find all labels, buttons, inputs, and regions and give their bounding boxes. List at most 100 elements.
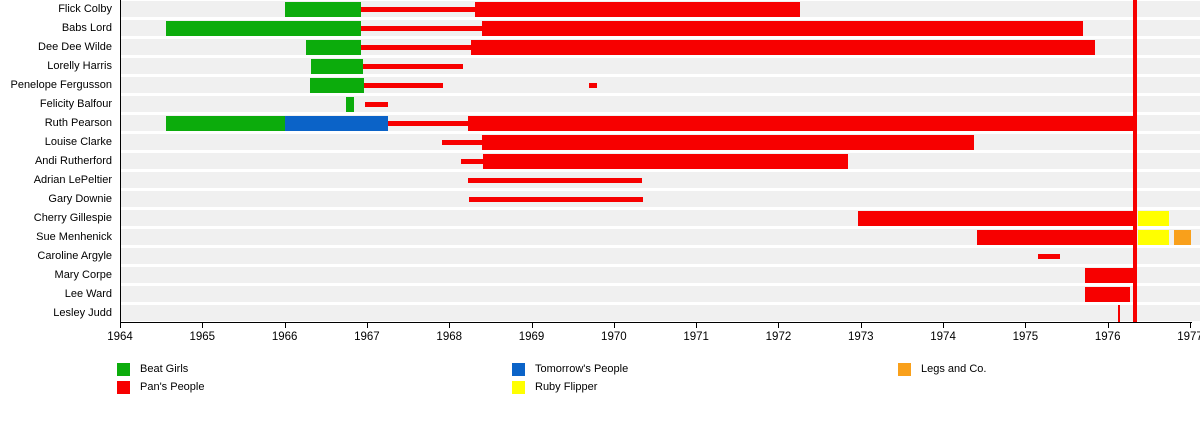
x-axis-tick-label: 1968 — [436, 331, 463, 343]
timeline-bar-beat_girls — [310, 58, 363, 74]
timeline-bar-pans_people — [441, 139, 483, 145]
x-axis-tick-label: 1970 — [601, 331, 627, 343]
row-label: Babs Lord — [61, 22, 112, 34]
timeline-bar-pans_people — [362, 63, 464, 69]
row-label: Mary Corpe — [54, 269, 112, 281]
legend-item-tomorrows-people: Tomorrow's People — [512, 361, 629, 377]
row-label: Ruth Pearson — [44, 117, 112, 129]
timeline-bar-pans_people — [363, 82, 443, 88]
x-axis-tick-label: 1974 — [930, 331, 956, 343]
legend-label: Legs and Co. — [921, 363, 987, 376]
timeline-bar-pans_people — [468, 177, 642, 183]
row-band — [120, 77, 1200, 93]
legend-item-beat-girls: Beat Girls — [117, 361, 189, 377]
timeline-bar-beat_girls — [284, 1, 362, 17]
x-axis-tick — [1190, 322, 1191, 328]
row-band — [120, 172, 1200, 188]
row-band — [120, 96, 1200, 112]
legend-label: Ruby Flipper — [535, 381, 598, 394]
x-axis-tick-label: 1972 — [765, 331, 792, 343]
x-axis-tick-label: 1969 — [518, 331, 545, 343]
row-label: Felicity Balfour — [39, 98, 112, 110]
timeline-bar-pans_people — [460, 158, 483, 164]
timeline-bar-pans_people — [482, 20, 1083, 36]
legend-label: Tomorrow's People — [535, 363, 629, 376]
row-band — [120, 229, 1200, 245]
x-axis-tick — [284, 322, 286, 328]
x-axis-tick-label: 1964 — [107, 331, 133, 343]
legend-label: Beat Girls — [140, 363, 189, 376]
timeline-bar-beat_girls — [310, 77, 364, 93]
timeline-bar-pans_people — [1037, 253, 1060, 259]
x-axis-tick — [202, 322, 204, 328]
x-axis-tick — [1025, 322, 1027, 328]
x-axis-tick — [531, 322, 533, 328]
row-label: Flick Colby — [58, 3, 112, 15]
x-axis-tick — [449, 322, 451, 328]
x-axis-tick — [366, 322, 368, 328]
legend-item-pans-people: Pan's People — [117, 379, 205, 395]
timeline-bar-pans_people — [474, 1, 800, 17]
timeline-bar-pans_people — [468, 115, 1138, 131]
row-band — [120, 191, 1200, 207]
timeline-bar-pans_people — [470, 39, 1096, 55]
row-label: Adrian LePeltier — [33, 174, 112, 186]
row-label: Cherry Gillespie — [33, 212, 112, 224]
row-band — [120, 267, 1200, 283]
legend-swatch-legs-and-co — [898, 363, 911, 377]
row-label: Caroline Argyle — [37, 250, 112, 262]
row-label: Lesley Judd — [53, 307, 112, 319]
marker-vline — [1132, 0, 1137, 322]
timeline-bar-beat_girls — [166, 20, 362, 36]
legend-label: Pan's People — [140, 381, 205, 394]
row-band — [120, 248, 1200, 264]
x-axis-tick-label: 1975 — [1012, 331, 1039, 343]
timeline-bar-pans_people — [1084, 267, 1134, 283]
row-label: Gary Downie — [48, 193, 112, 205]
timeline-bar-pans_people — [976, 229, 1138, 245]
row-band — [120, 286, 1200, 302]
timeline-bar-beat_girls — [306, 39, 362, 55]
legend-swatch-ruby-flipper — [512, 381, 525, 395]
x-axis-tick-label: 1967 — [354, 331, 380, 343]
x-axis-line — [120, 322, 1192, 323]
x-axis-tick — [778, 322, 780, 328]
row-label: Louise Clarke — [44, 136, 112, 148]
x-axis-tick — [860, 322, 862, 328]
x-axis-tick-label: 1966 — [271, 331, 298, 343]
timeline-bar-pans_people — [589, 82, 597, 88]
row-label: Penelope Fergusson — [10, 79, 112, 91]
legend-item-legs-and-co: Legs and Co. — [898, 361, 987, 377]
x-axis-tick-label: 1965 — [189, 331, 216, 343]
timeline-bar-pans_people — [361, 44, 471, 50]
row-band — [120, 58, 1200, 74]
y-axis-line — [120, 0, 121, 322]
timeline-bar-pans_people — [388, 120, 469, 126]
legend-swatch-beat-girls — [117, 363, 130, 377]
timeline-bar-tomorrows_people — [284, 115, 389, 131]
x-axis-tick — [943, 322, 945, 328]
timeline-bar-ruby_flipper — [1138, 210, 1170, 226]
timeline-bar-ruby_flipper — [1138, 229, 1170, 245]
timeline-bar-pans_people — [858, 210, 1138, 226]
timeline-bar-beat_girls — [166, 115, 285, 131]
row-label: Lorelly Harris — [47, 60, 112, 72]
row-label: Andi Rutherford — [34, 155, 112, 167]
timeline-bar-pans_people — [468, 196, 643, 202]
timeline-bar-legs_and_co — [1173, 229, 1191, 245]
timeline-bar-pans_people — [365, 101, 389, 107]
row-band — [120, 305, 1200, 321]
legend-swatch-tomorrows-people — [512, 363, 525, 377]
x-axis-tick-label: 1973 — [847, 331, 874, 343]
legend-swatch-pans-people — [117, 381, 130, 395]
timeline-bar-beat_girls — [346, 96, 354, 112]
x-axis-tick-label: 1976 — [1094, 331, 1121, 343]
timeline-bar-pans_people — [1084, 286, 1130, 302]
x-axis-tick-label: 1971 — [683, 331, 709, 343]
x-axis-tick — [696, 322, 698, 328]
x-axis-tick-label: 1977 — [1177, 331, 1200, 343]
timeline-bar-pans_people — [1117, 304, 1120, 322]
legend-item-ruby-flipper: Ruby Flipper — [512, 379, 598, 395]
x-axis-tick — [613, 322, 615, 328]
